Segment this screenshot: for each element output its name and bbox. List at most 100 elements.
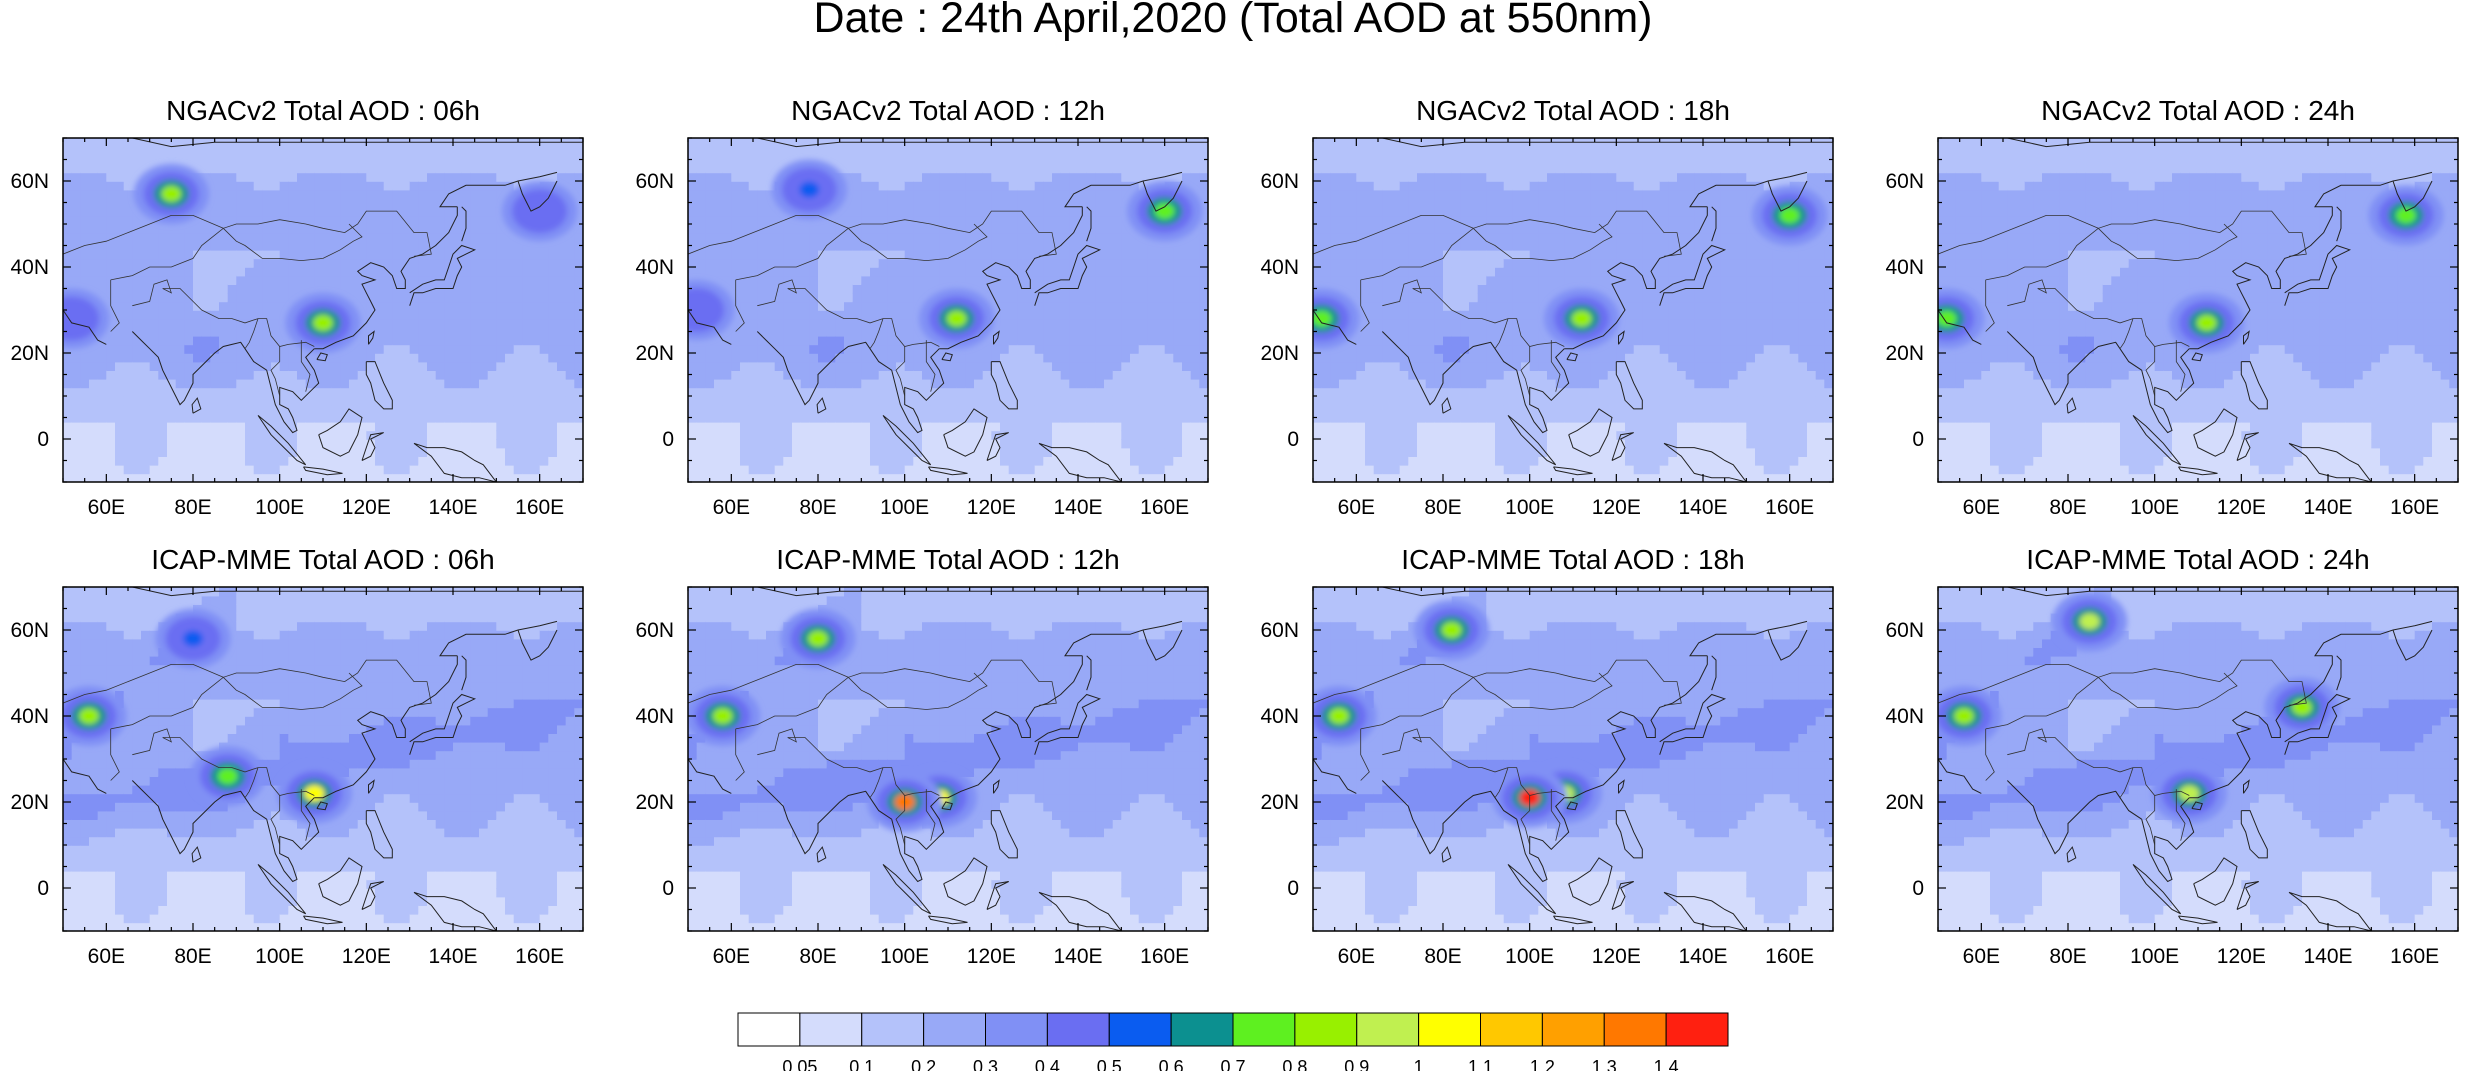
colorbar-swatch [737,1012,801,1047]
colorbar-swatch [1480,1012,1543,1047]
lon-tick-label: 120E [2217,945,2266,968]
axis-ticks [1937,137,2459,483]
lat-tick-label: 0 [662,428,674,451]
axis-ticks [62,137,584,483]
country-borders [1938,659,2307,846]
lon-tick-label: 60E [1338,496,1375,519]
lon-tick-label: 120E [2217,496,2266,519]
map-panel-4: NGACv2 Total AOD : 24h 60E 80E 100E 120E 140E… [1885,95,2459,519]
lat-tick-label: 60N [635,619,674,642]
lon-tick-label: 140E [428,945,477,968]
lon-tick-label: 80E [2049,945,2086,968]
colorbar-swatch [799,1012,863,1047]
axis-ticks [687,137,1209,483]
lat-tick-label: 20N [1885,791,1924,814]
aod-field [1313,587,1833,931]
country-borders [688,659,1057,846]
aod-hotspot [1954,708,1974,724]
colorbar-label: 0.2 [911,1057,936,1071]
aod-hotspot [304,785,325,802]
colorbar-label: 1 [1414,1057,1424,1071]
coastlines [63,138,583,482]
colorbar-label: 0.7 [1220,1057,1245,1071]
map-panel-3: NGACv2 Total AOD : 18h 60E 80E 100E 120E 140E… [1260,95,1834,519]
lat-tick-label: 60N [1885,170,1924,193]
lon-tick-label: 160E [2390,945,2439,968]
lon-tick-label: 80E [1424,945,1461,968]
colorbar-label: 0.4 [1035,1057,1060,1071]
lon-tick-label: 60E [1963,496,2000,519]
lon-tick-label: 100E [255,496,304,519]
lat-tick-label: 0 [1912,877,1924,900]
lon-tick-label: 80E [174,945,211,968]
colorbar-swatch [1603,1012,1667,1047]
panel-title: ICAP-MME Total AOD : 24h [2026,544,2369,575]
aod-hotspot [161,185,182,202]
colorbar-swatch [1294,1012,1358,1047]
lon-tick-label: 160E [1140,496,1189,519]
lon-tick-label: 140E [1053,496,1102,519]
colorbar-label: 0.1 [849,1057,874,1071]
lon-tick-label: 100E [255,945,304,968]
lon-tick-label: 160E [1765,496,1814,519]
lat-tick-label: 40N [1260,256,1299,279]
colorbar-swatch [1108,1012,1172,1047]
aod-hotspot [217,768,238,785]
lon-tick-label: 100E [1505,945,1554,968]
colorbar-swatch [1232,1012,1296,1047]
map-panel-7: ICAP-MME Total AOD : 18h 60E 80E 100E 120E 14… [1260,544,1834,968]
aod-hotspot [79,708,99,724]
lat-tick-label: 0 [1287,877,1299,900]
colorbar-swatch [1046,1012,1110,1047]
lon-tick-label: 120E [1592,945,1641,968]
aod-hotspot [712,708,733,724]
lat-tick-label: 60N [1885,619,1924,642]
lat-tick-label: 40N [1260,705,1299,728]
aod-hotspot [2079,613,2100,630]
lat-tick-label: 40N [1885,256,1924,279]
lat-tick-label: 40N [10,705,49,728]
lat-tick-label: 0 [37,877,49,900]
lon-tick-label: 120E [342,945,391,968]
lat-tick-label: 40N [10,256,49,279]
lon-tick-label: 120E [967,496,1016,519]
lon-tick-label: 60E [88,496,125,519]
lon-tick-label: 120E [967,945,1016,968]
colorbar-label: 0.3 [973,1057,998,1071]
lon-tick-label: 120E [342,496,391,519]
lon-tick-label: 80E [1424,496,1461,519]
panel-title: ICAP-MME Total AOD : 12h [776,544,1119,575]
lon-tick-label: 100E [1505,496,1554,519]
aod-hotspot [1938,310,1957,327]
aod-field [1313,138,1833,482]
panel-title: NGACv2 Total AOD : 24h [2041,95,2355,126]
lon-tick-label: 100E [880,496,929,519]
aod-field [688,138,1208,482]
colorbar-swatch [1541,1012,1605,1047]
colorbar-label: 0.05 [782,1057,817,1071]
aod-hotspot [313,314,333,331]
colorbar-swatch [1665,1012,1729,1047]
lat-tick-label: 60N [10,170,49,193]
lon-tick-label: 160E [2390,496,2439,519]
axis-ticks [62,586,584,932]
lon-tick-label: 160E [515,496,564,519]
lon-tick-label: 140E [2303,945,2352,968]
aod-hotspot [63,310,82,327]
lon-tick-label: 140E [2303,496,2352,519]
colorbar-label: 1.2 [1530,1057,1555,1071]
lat-tick-label: 40N [635,256,674,279]
colorbar-swatch [1170,1012,1234,1047]
colorbar-label: 0.6 [1159,1057,1184,1071]
lat-tick-label: 0 [1912,428,1924,451]
colorbar-swatch [985,1012,1048,1047]
coastlines [63,587,583,931]
aod-hotspot [2196,314,2217,331]
lon-tick-label: 140E [428,496,477,519]
lon-tick-label: 100E [2130,496,2179,519]
lat-tick-label: 0 [37,428,49,451]
aod-hotspot [2179,785,2200,802]
lat-tick-label: 20N [635,791,674,814]
panel-title: NGACv2 Total AOD : 06h [166,95,480,126]
map-panel-2: NGACv2 Total AOD : 12h 60E 80E 100E 120E 140E… [635,95,1209,519]
